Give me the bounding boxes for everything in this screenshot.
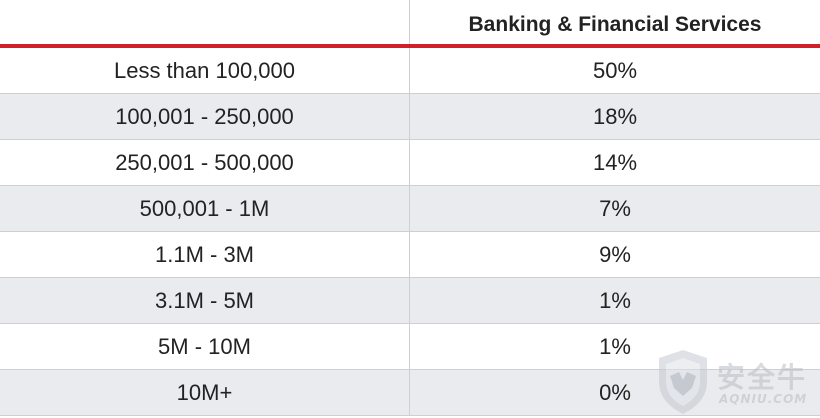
column-divider: [409, 94, 410, 140]
row-category-label: 250,001 - 500,000: [115, 150, 294, 175]
column-divider: [409, 140, 410, 186]
row-percentage-value: 18%: [592, 104, 638, 129]
column-divider: [409, 232, 410, 278]
row-percentage-value: 1%: [599, 334, 631, 359]
row-percentage-value: 14%: [592, 150, 638, 175]
column-divider: [409, 48, 410, 94]
table-row: 3.1M - 5M 1%: [0, 278, 820, 324]
header-rule: [0, 44, 820, 48]
row-category-label: 1.1M - 3M: [154, 242, 255, 267]
table-row: 100,001 - 250,000 18%: [0, 94, 820, 140]
header-divider: [409, 0, 410, 46]
row-category-label: 10M+: [176, 380, 233, 405]
column-divider: [409, 186, 410, 232]
watermark-text: 安全牛: [717, 361, 808, 394]
row-category-label: 3.1M - 5M: [154, 288, 255, 313]
row-category-label: 5M - 10M: [158, 334, 251, 359]
row-percentage-value: 1%: [599, 288, 631, 313]
row-percentage-value: 9%: [599, 242, 631, 267]
row-category-label: 500,001 - 1M: [139, 196, 270, 221]
watermark-subtext: AQNIU.COM: [719, 392, 808, 406]
watermark-logo: 安全牛 AQNIU.COM: [655, 348, 815, 416]
shield-logo-icon: [659, 350, 707, 414]
row-percentage-value: 50%: [592, 58, 638, 83]
column-divider: [409, 278, 410, 324]
table-row: 1.1M - 3M 9%: [0, 232, 820, 278]
column-divider: [409, 324, 410, 370]
table-row: Less than 100,000 50%: [0, 48, 820, 94]
table-row: 500,001 - 1M 7%: [0, 186, 820, 232]
column-divider: [409, 370, 410, 416]
row-percentage-value: 7%: [599, 196, 631, 221]
table-row: 250,001 - 500,000 14%: [0, 140, 820, 186]
row-category-label: Less than 100,000: [113, 58, 296, 83]
row-percentage-value: 0%: [599, 380, 631, 405]
column-header-banking: Banking & Financial Services: [468, 13, 762, 36]
table-row: 5M - 10M 1%: [0, 324, 820, 370]
row-category-label: 100,001 - 250,000: [115, 104, 294, 129]
table-header: Banking & Financial Services: [0, 0, 820, 46]
